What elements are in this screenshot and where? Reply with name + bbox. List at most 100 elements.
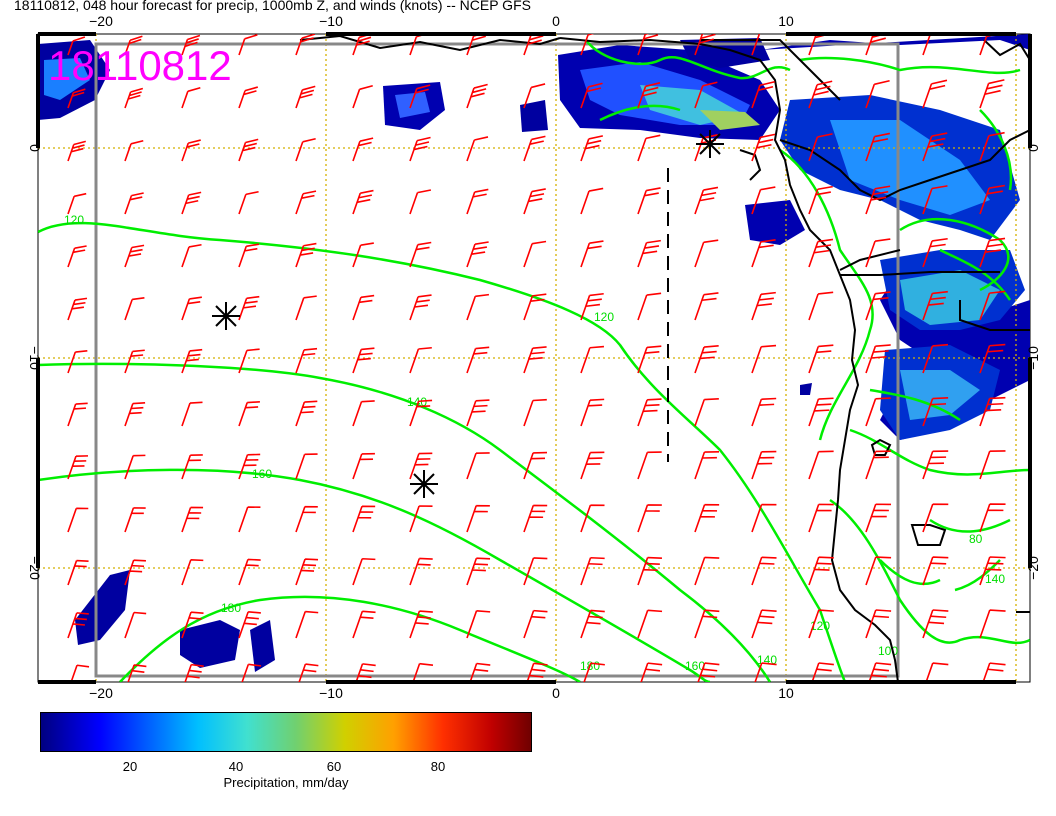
lat-labels-left: 0 −10 −20 bbox=[27, 144, 43, 580]
wind-barb bbox=[751, 397, 777, 427]
wind-barb bbox=[523, 293, 547, 321]
wind-barb bbox=[865, 609, 892, 639]
lon-label: 10 bbox=[778, 685, 794, 701]
wind-barb bbox=[124, 296, 145, 321]
wind-barb bbox=[865, 344, 891, 374]
wind-barb bbox=[526, 662, 548, 682]
contour-label: 120 bbox=[594, 310, 614, 324]
wind-barb bbox=[808, 185, 833, 215]
wind-barb bbox=[67, 245, 87, 268]
date-stamp: 18110812 bbox=[48, 42, 232, 89]
lat-label: −10 bbox=[1025, 346, 1041, 370]
contour-label: 180 bbox=[221, 601, 241, 615]
frame-ticks bbox=[36, 32, 1032, 684]
wind-barb bbox=[181, 296, 202, 321]
colorbar-tick: 60 bbox=[326, 759, 342, 774]
wind-barb bbox=[181, 191, 202, 215]
wind-barb bbox=[523, 83, 546, 109]
precipitation-layer bbox=[38, 34, 1030, 672]
wind-barb bbox=[352, 84, 373, 109]
wind-barb bbox=[409, 399, 433, 427]
wind-barb bbox=[637, 239, 661, 268]
wind-barb bbox=[865, 185, 891, 215]
wind-barb bbox=[124, 611, 147, 639]
lon-label: 0 bbox=[552, 685, 560, 701]
wind-barb bbox=[124, 139, 144, 162]
star-marker bbox=[410, 470, 438, 498]
wind-barb bbox=[124, 244, 145, 268]
wind-barb bbox=[67, 559, 89, 586]
wind-barb bbox=[466, 136, 489, 162]
wind-barb bbox=[466, 557, 491, 586]
lat-label: 0 bbox=[1025, 144, 1041, 152]
wind-barb bbox=[751, 609, 777, 639]
wind-barb bbox=[295, 137, 316, 162]
wind-barb bbox=[694, 34, 716, 56]
wind-barb bbox=[295, 400, 318, 427]
wind-barb bbox=[694, 345, 719, 374]
lon-label: −10 bbox=[319, 685, 343, 701]
wind-barb bbox=[865, 450, 891, 480]
wind-barb bbox=[124, 454, 146, 480]
wind-barb bbox=[238, 34, 258, 56]
wind-barb bbox=[979, 556, 1006, 586]
wind-barb bbox=[523, 135, 546, 162]
wind-barb bbox=[241, 663, 262, 682]
wind-barb bbox=[979, 609, 1006, 639]
wind-barb bbox=[181, 243, 202, 268]
contour-label: 140 bbox=[407, 395, 427, 409]
wind-barb bbox=[352, 294, 375, 321]
wind-barb bbox=[352, 242, 374, 268]
wind-barb bbox=[127, 664, 147, 682]
wind-barb bbox=[523, 557, 548, 586]
wind-barb bbox=[355, 663, 376, 682]
wind-barb bbox=[466, 188, 489, 215]
wind-barb bbox=[865, 397, 891, 427]
contour-label: 100 bbox=[878, 644, 898, 658]
wind-barb bbox=[865, 556, 892, 586]
wind-barb bbox=[922, 503, 949, 533]
wind-barb bbox=[580, 398, 605, 427]
wind-barb bbox=[124, 35, 143, 56]
wind-barb bbox=[808, 556, 834, 586]
wind-barb bbox=[352, 452, 375, 480]
wind-barb bbox=[808, 344, 834, 374]
wind-barb bbox=[637, 609, 663, 639]
wind-barb bbox=[124, 559, 146, 586]
wind-barb bbox=[979, 396, 1006, 427]
storm-markers bbox=[212, 130, 724, 498]
wind-barb bbox=[637, 134, 661, 162]
wind-barb bbox=[580, 34, 595, 56]
wind-barb bbox=[922, 556, 949, 586]
wind-barb bbox=[922, 397, 949, 427]
wind-barb bbox=[238, 506, 261, 533]
wind-barb bbox=[298, 663, 319, 682]
wind-barb bbox=[580, 609, 605, 639]
wind-barb bbox=[865, 34, 888, 56]
contour-label: 80 bbox=[969, 532, 983, 546]
wind-barb bbox=[466, 293, 490, 321]
precip-colorbar bbox=[40, 712, 532, 752]
wind-barb bbox=[238, 86, 259, 109]
wind-barb bbox=[523, 188, 546, 215]
wind-barb bbox=[67, 402, 88, 427]
star-marker bbox=[696, 130, 724, 158]
wind-barb bbox=[409, 136, 431, 162]
wind-barb bbox=[868, 662, 892, 682]
wind-barb bbox=[409, 189, 432, 215]
wind-barb bbox=[922, 609, 949, 639]
wind-barb bbox=[238, 558, 261, 586]
colorbar-label: Precipitation, mm/day bbox=[223, 775, 349, 790]
wind-barb bbox=[694, 239, 719, 268]
wind-barb bbox=[979, 79, 1005, 109]
wind-barb bbox=[580, 187, 604, 215]
wind-barb bbox=[412, 662, 434, 682]
wind-barb bbox=[238, 243, 260, 268]
wind-barb bbox=[409, 84, 431, 109]
wind-barb bbox=[238, 138, 259, 162]
wind-barb bbox=[67, 36, 86, 56]
wind-barb bbox=[811, 662, 834, 682]
wind-barb bbox=[922, 290, 948, 321]
lon-label: −10 bbox=[319, 13, 343, 29]
